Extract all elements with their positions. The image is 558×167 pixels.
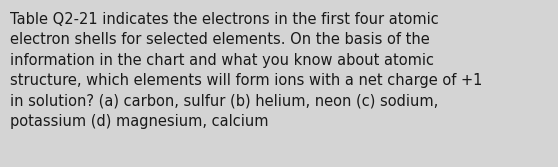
Text: Table Q2-21 indicates the electrons in the first four atomic
electron shells for: Table Q2-21 indicates the electrons in t…: [10, 12, 482, 129]
